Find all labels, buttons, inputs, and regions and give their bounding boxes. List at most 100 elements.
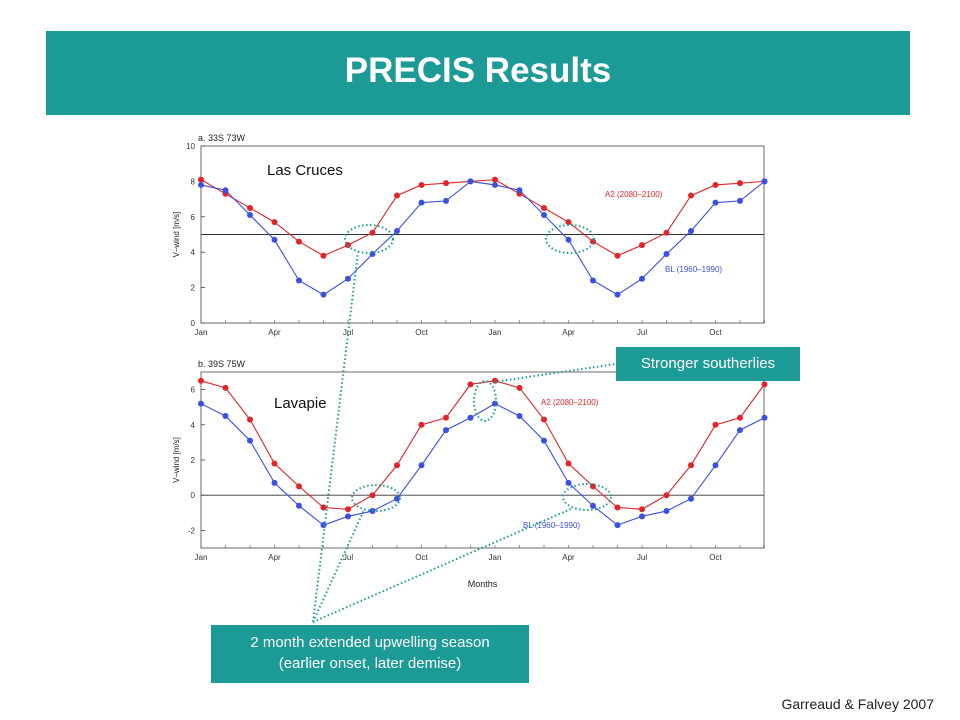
chart2-data-point-a2	[516, 384, 523, 391]
chart1-data-point-bl	[345, 275, 351, 282]
chart1-data-point-bl	[271, 236, 278, 243]
chart1-y-axis-label: V–wind [m/s]	[172, 212, 181, 258]
chart2-legend-a2: A2 (2080–2100)	[541, 398, 599, 407]
callout-upwelling-season: 2 month extended upwelling season (earli…	[211, 625, 529, 683]
chart2-data-point-a2	[467, 381, 474, 388]
chart2-data-point-bl	[247, 437, 253, 444]
chart2-data-point-bl	[345, 513, 351, 520]
chart1-data-point-bl	[247, 212, 253, 219]
chart1-data-point-bl	[614, 291, 621, 298]
chart2-y-tick-label: 0	[191, 491, 196, 500]
chart1-title: a. 33S 73W	[198, 133, 246, 143]
chart1-data-point-bl	[590, 277, 596, 284]
chart1-series-line-a2	[200, 179, 765, 257]
chart2-data-point-bl	[320, 522, 327, 529]
chart1-x-tick-label: Oct	[415, 328, 428, 337]
chart2-data-point-a2	[761, 381, 768, 388]
slide-title: PRECIS Results	[344, 51, 612, 90]
chart2-data-point-bl	[222, 413, 229, 419]
chart1-data-point-bl	[663, 250, 670, 257]
chart2-data-point-bl	[614, 522, 621, 529]
chart1-data-point-a2	[614, 252, 621, 259]
callout-stronger-southerlies: Stronger southerlies	[616, 347, 800, 381]
chart2-y-tick-label: 2	[191, 456, 196, 465]
chart1-data-point-bl	[492, 181, 498, 188]
upwelling-demise-ellipse-b	[562, 483, 612, 511]
chart1-data-point-bl	[737, 197, 743, 204]
chart2-data-point-a2	[345, 506, 351, 513]
chart2-x-tick-label: Jan	[195, 553, 208, 562]
chart2-x-tick-label: Jul	[343, 553, 353, 562]
connector-southerlies	[493, 363, 617, 383]
chart1-x-tick-label: Jul	[343, 328, 353, 337]
chart1-data-point-bl	[222, 187, 229, 194]
chart2-data-point-a2	[712, 421, 719, 428]
chart2-data-point-bl	[712, 462, 719, 469]
chart2-data-point-a2	[394, 462, 400, 469]
chart2-data-point-a2	[541, 416, 547, 423]
chart1-data-point-a2	[712, 181, 719, 188]
chart2-data-point-a2	[296, 483, 302, 490]
chart1-x-tick-label: Apr	[268, 328, 281, 337]
chart2-x-tick-label: Jan	[489, 553, 502, 562]
chart2-x-tick-label: Apr	[268, 553, 281, 562]
chart1-data-point-bl	[688, 227, 694, 234]
chart2-data-point-a2	[198, 377, 204, 384]
chart2-data-point-a2	[247, 416, 253, 423]
connector-demise-b	[312, 507, 574, 623]
chart2-data-point-bl	[418, 462, 425, 469]
chart1-series-line-bl	[200, 180, 765, 296]
upwelling-onset-ellipse-b	[351, 484, 401, 512]
chart2-data-point-bl	[198, 400, 204, 407]
chart1-data-point-bl	[443, 197, 449, 204]
chart1-data-point-a2	[320, 252, 327, 259]
chart1-data-point-bl	[296, 277, 302, 284]
chart2-y-axis-label: V–wind [m/s]	[172, 437, 181, 483]
title-bar: PRECIS Results	[46, 31, 910, 115]
chart2-x-axis-label: Months	[468, 579, 498, 589]
chart2-data-point-bl	[541, 437, 547, 444]
chart1-data-point-bl	[198, 181, 204, 188]
chart1-data-point-a2	[271, 219, 278, 226]
chart2-data-point-bl	[565, 479, 572, 486]
chart2-data-point-a2	[565, 460, 572, 467]
chart1-data-point-bl	[418, 199, 425, 206]
connector-onset-b	[312, 509, 365, 623]
chart1-data-point-a2	[492, 176, 498, 183]
chart2-data-point-bl	[590, 502, 596, 509]
chart2-data-point-bl	[761, 414, 768, 421]
chart2-data-point-a2	[688, 462, 694, 469]
chart1-data-point-bl	[467, 178, 474, 185]
chart1-x-tick-label: Jul	[637, 328, 647, 337]
chart1-data-point-a2	[418, 181, 425, 188]
chart1-data-point-a2	[443, 180, 449, 187]
chart2-data-point-a2	[222, 384, 229, 391]
chart2-title: b. 39S 75W	[198, 359, 246, 369]
chart2-data-point-bl	[467, 414, 474, 421]
callout-upwelling-line2: (earlier onset, later demise)	[278, 655, 462, 672]
chart2-data-point-a2	[369, 492, 376, 499]
chart1-data-point-a2	[663, 229, 670, 236]
chart1-data-point-bl	[516, 187, 523, 194]
chart2-y-tick-label: 6	[191, 386, 196, 395]
chart1-data-point-bl	[394, 227, 400, 234]
chart1-data-point-a2	[737, 180, 743, 187]
chart1-y-tick-label: 4	[191, 248, 196, 257]
chart2-data-point-bl	[271, 479, 278, 486]
chart1-data-point-a2	[639, 242, 645, 249]
chart2-data-point-a2	[443, 414, 449, 421]
chart1-data-point-bl	[565, 236, 572, 243]
chart2-x-tick-label: Jul	[637, 553, 647, 562]
chart2-y-tick-label: 4	[191, 421, 196, 430]
chart1-data-point-a2	[296, 238, 302, 245]
chart1-y-tick-label: 2	[191, 284, 196, 293]
callout-upwelling-line1: 2 month extended upwelling season	[250, 634, 490, 651]
chart2-data-point-bl	[663, 508, 670, 515]
chart2-data-point-a2	[663, 492, 670, 499]
chart1-legend-a2: A2 (2080–2100)	[605, 190, 663, 199]
upwelling-onset-ellipse-a	[344, 224, 394, 254]
chart1-legend-bl: BL (1960–1990)	[665, 265, 722, 274]
chart2-data-point-a2	[320, 504, 327, 511]
chart1-y-tick-label: 10	[186, 142, 195, 151]
